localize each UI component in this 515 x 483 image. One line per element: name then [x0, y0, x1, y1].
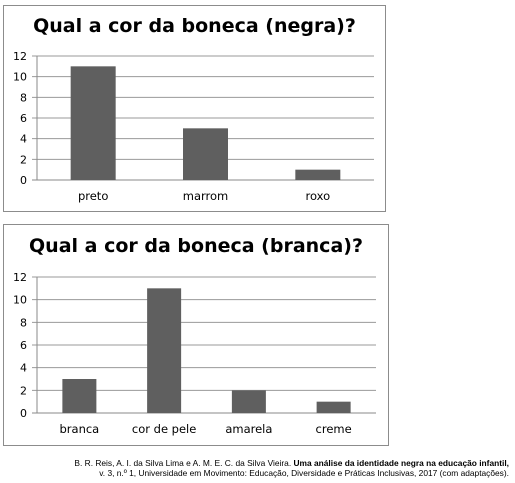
y-tick-label: 0: [20, 174, 27, 187]
y-tick-label: 6: [20, 339, 27, 352]
chart-plot: 0 2 4 6 8 10 12 branca cor de pele amarela creme: [13, 271, 376, 436]
bar-marrom: [183, 128, 228, 180]
y-tick-label: 12: [13, 50, 27, 63]
chart-title: Qual a cor da boneca (negra)?: [33, 15, 356, 37]
y-tick-label: 10: [13, 71, 27, 84]
y-tick-label: 6: [20, 112, 27, 125]
chart-branca: Qual a cor da boneca (branca)? 0 2 4 6 8 10 12…: [3, 224, 389, 446]
bar-cor-de-pele: [147, 288, 182, 413]
y-tick-label: 8: [20, 316, 27, 329]
y-tick-label: 4: [20, 133, 27, 146]
citation: B. R. Reis, A. I. da Silva Lima e A. M. …: [4, 458, 509, 478]
y-tick-label: 10: [13, 294, 27, 307]
y-tick-label: 8: [20, 91, 27, 104]
x-category-label: preto: [78, 189, 108, 203]
x-category-label: marrom: [183, 189, 229, 203]
y-tick-label: 0: [20, 407, 27, 420]
chart-title: Qual a cor da boneca (branca)?: [29, 235, 363, 257]
y-tick-label: 4: [20, 362, 27, 375]
citation-authors: B. R. Reis, A. I. da Silva Lima e A. M. …: [74, 458, 292, 468]
bar-preto: [70, 66, 116, 180]
bar-branca: [62, 379, 97, 413]
bar-creme: [316, 401, 351, 413]
x-category-label: cor de pele: [132, 422, 196, 436]
bar-amarela: [231, 390, 266, 413]
y-tick-label: 2: [20, 384, 27, 397]
bar-roxo: [295, 169, 341, 180]
y-tick-label: 2: [20, 153, 27, 166]
x-category-label: amarela: [225, 422, 272, 436]
x-category-label: creme: [316, 422, 352, 436]
x-category-label: branca: [60, 422, 100, 436]
x-category-label: roxo: [306, 189, 331, 203]
y-tick-label: 12: [13, 271, 27, 284]
chart-negra: Qual a cor da boneca (negra)? 0 2 4 6 8 10 12 p…: [3, 5, 386, 212]
citation-title: Uma análise da identidade negra na educa…: [293, 458, 510, 468]
chart-plot: 0 2 4 6 8 10 12 preto marrom roxo: [13, 50, 374, 203]
citation-details: v. 3, n.º 1, Universidade em Movimento: …: [99, 468, 509, 478]
